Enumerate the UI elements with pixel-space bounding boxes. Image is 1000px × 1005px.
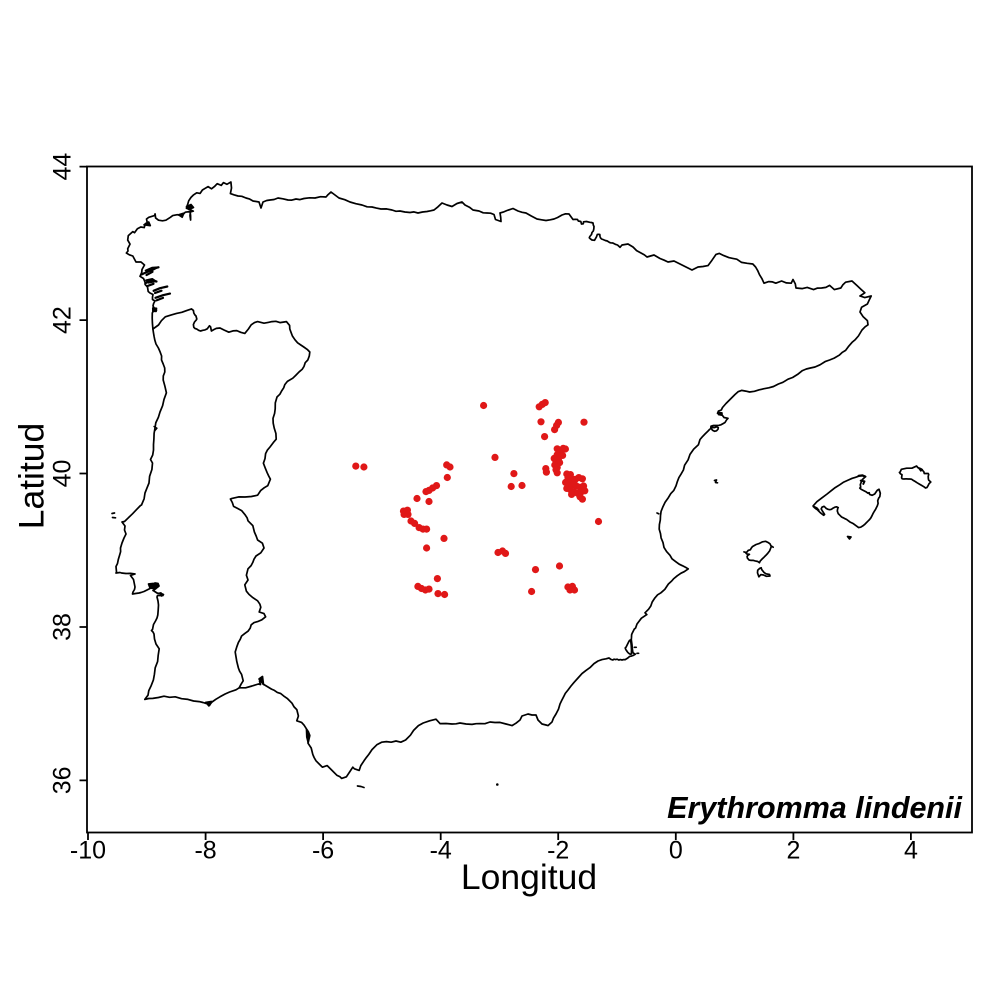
svg-text:-10: -10 (70, 837, 106, 865)
svg-text:0: 0 (669, 837, 683, 865)
svg-text:-2: -2 (547, 837, 569, 865)
svg-text:40: 40 (49, 460, 77, 488)
svg-text:36: 36 (49, 766, 77, 794)
svg-text:2: 2 (786, 837, 800, 865)
svg-text:4: 4 (904, 837, 918, 865)
svg-text:Longitud: Longitud (461, 857, 597, 897)
svg-text:-6: -6 (312, 837, 334, 865)
svg-text:44: 44 (49, 153, 77, 181)
svg-text:Latitud: Latitud (12, 423, 52, 530)
svg-text:-4: -4 (430, 837, 452, 865)
svg-text:Erythromma lindenii: Erythromma lindenii (667, 791, 962, 825)
svg-text:-8: -8 (194, 837, 216, 865)
svg-text:38: 38 (49, 613, 77, 641)
svg-text:42: 42 (49, 306, 77, 334)
